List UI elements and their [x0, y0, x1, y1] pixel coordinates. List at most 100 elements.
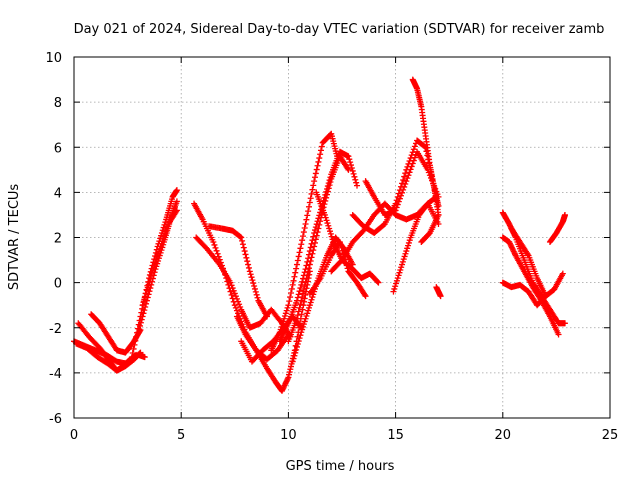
data-point — [302, 279, 309, 286]
data-point — [294, 312, 301, 319]
data-point — [315, 225, 322, 232]
data-point — [347, 159, 354, 166]
data-point — [240, 244, 247, 251]
data-point — [227, 279, 234, 286]
data-point — [173, 187, 180, 194]
data-point — [291, 352, 298, 359]
data-point — [399, 180, 406, 187]
data-point — [233, 295, 240, 302]
data-point — [295, 338, 302, 345]
data-point — [349, 167, 356, 174]
series-trace-22 — [390, 193, 440, 295]
data-point — [405, 239, 412, 246]
x-tick-label: 20 — [495, 428, 512, 443]
data-point — [301, 225, 308, 232]
data-point — [337, 241, 344, 248]
data-point — [393, 277, 400, 284]
series-trace-15 — [285, 153, 352, 345]
data-point — [288, 285, 295, 292]
data-point — [311, 178, 318, 185]
data-point — [395, 198, 402, 205]
x-tick-label: 0 — [70, 428, 78, 443]
series-trace-10 — [206, 223, 270, 320]
x-axis-ticks: 0 5 10 15 20 25 — [70, 57, 618, 443]
data-point — [238, 234, 245, 241]
data-point — [304, 272, 311, 279]
data-point — [303, 276, 310, 283]
data-point — [300, 229, 307, 236]
series-trace-3 — [75, 320, 140, 374]
data-point — [316, 221, 323, 228]
data-point — [322, 214, 329, 221]
data-point — [146, 278, 153, 285]
data-point — [311, 174, 318, 181]
data-point — [140, 299, 147, 306]
data-point — [143, 287, 150, 294]
series-trace-7 — [139, 207, 180, 309]
data-point — [237, 303, 244, 310]
data-point — [277, 326, 284, 333]
data-point — [237, 233, 244, 240]
data-point — [137, 319, 144, 326]
x-tick-label: 25 — [602, 428, 619, 443]
data-point — [409, 160, 416, 167]
data-point — [296, 288, 303, 295]
data-point — [305, 268, 312, 275]
data-point — [561, 211, 568, 218]
data-point — [302, 315, 309, 322]
data-point — [252, 288, 259, 295]
data-point — [296, 249, 303, 256]
data-point — [316, 155, 323, 162]
series-trace-25 — [433, 284, 444, 300]
x-axis-label: GPS time / hours — [286, 459, 395, 474]
data-point — [295, 308, 302, 315]
y-tick-label: 2 — [54, 232, 62, 247]
data-point — [143, 290, 150, 297]
data-point — [351, 173, 358, 180]
data-point — [278, 323, 285, 330]
data-point — [305, 304, 312, 311]
data-point — [130, 345, 137, 352]
data-point — [299, 323, 306, 330]
grid-lines — [74, 57, 610, 418]
data-point — [313, 166, 320, 173]
data-point — [155, 248, 162, 255]
data-point — [404, 245, 411, 252]
data-point — [137, 349, 144, 356]
data-point — [401, 183, 408, 190]
data-point — [287, 294, 294, 301]
data-point — [297, 245, 304, 252]
y-tick-label: 0 — [54, 277, 62, 292]
data-point — [408, 163, 415, 170]
data-point — [279, 321, 286, 328]
data-point — [293, 343, 300, 350]
data-point — [318, 143, 325, 150]
series-trace-28 — [499, 270, 566, 309]
series-trace-14 — [276, 148, 361, 345]
data-point — [327, 230, 334, 237]
data-point — [239, 241, 246, 248]
data-point — [390, 288, 397, 295]
data-point — [297, 301, 304, 308]
data-point — [292, 269, 299, 276]
data-point — [308, 254, 315, 261]
data-point — [142, 293, 149, 300]
data-point — [135, 329, 142, 336]
data-point — [394, 275, 401, 282]
data-point — [153, 256, 160, 263]
data-point — [154, 253, 161, 260]
data-point — [325, 222, 332, 229]
data-point — [149, 267, 156, 274]
data-point — [290, 277, 297, 284]
data-point — [293, 315, 300, 322]
data-point — [410, 146, 417, 153]
data-point — [362, 293, 369, 300]
data-point — [141, 307, 148, 314]
data-point — [311, 239, 318, 246]
data-point — [391, 285, 398, 292]
data-point — [290, 355, 297, 362]
data-point — [305, 203, 312, 210]
data-point — [133, 351, 140, 358]
series-trace-24 — [418, 211, 442, 246]
